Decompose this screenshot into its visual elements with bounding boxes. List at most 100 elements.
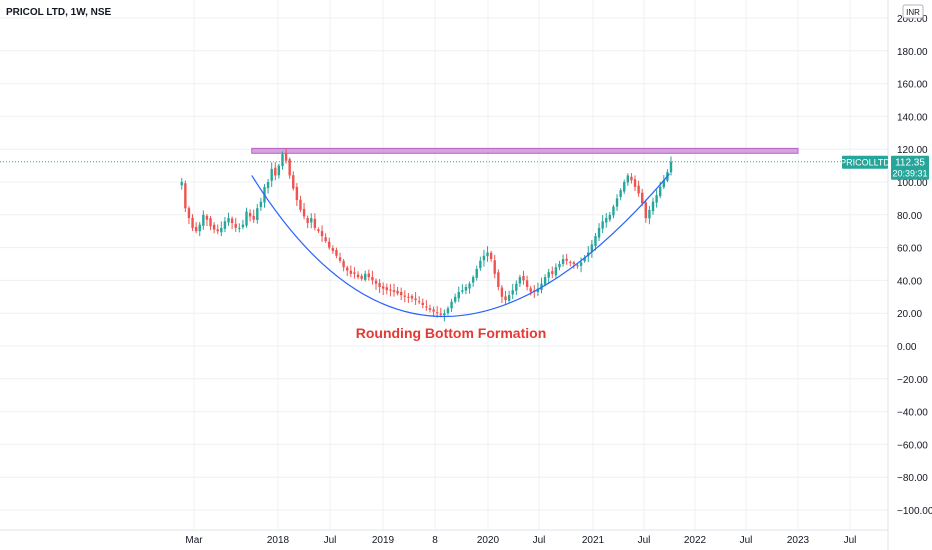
candle-body (410, 296, 414, 299)
candle-body (500, 287, 504, 297)
candle-body (597, 227, 601, 238)
candle-body (669, 161, 673, 173)
candle-body (565, 258, 568, 261)
candle-body (414, 298, 417, 301)
candle-body (320, 231, 324, 237)
candle-body (615, 198, 619, 207)
candle-body (558, 264, 561, 268)
candle-body (479, 260, 482, 269)
candle-body (425, 306, 428, 308)
y-tick-label: 40.00 (897, 276, 922, 287)
candle-body (579, 262, 583, 266)
x-tick-label: 2021 (582, 535, 605, 546)
resistance-zone[interactable] (251, 147, 799, 154)
candle-body (605, 218, 608, 223)
candle-body (335, 249, 338, 256)
y-tick-label: −20.00 (897, 375, 928, 386)
x-tick-label: 2019 (372, 535, 395, 546)
candle-body (594, 236, 597, 246)
candle-body (432, 309, 435, 312)
candle-body (230, 218, 234, 223)
candle-body (385, 287, 389, 291)
x-tick-label: Jul (533, 535, 546, 546)
candle-body (403, 295, 406, 297)
candle-body (475, 268, 478, 278)
price-axis[interactable]: 200.00 180.00 160.00 140.00 120.00 100.00 80.0… (897, 14, 932, 517)
candle-body (302, 208, 306, 217)
candle-body (342, 261, 345, 268)
candle-body (626, 175, 630, 183)
annotation-label[interactable]: Rounding Bottom Formation (356, 325, 547, 341)
candle-body (471, 277, 475, 283)
candle-body (493, 260, 496, 274)
candle-body (468, 283, 471, 289)
candle-body (378, 283, 381, 287)
x-tick-label: 2020 (477, 535, 500, 546)
candle-body (399, 291, 403, 296)
symbol-tag-bg (842, 155, 888, 169)
candle-body (346, 267, 349, 271)
candle-body (641, 192, 644, 204)
x-tick-label: 2018 (267, 535, 290, 546)
candle-body (374, 280, 378, 284)
rounding-bottom-curve[interactable] (251, 173, 670, 317)
candle-body (482, 255, 486, 261)
x-tick-label: 2022 (684, 535, 707, 546)
candle-body (525, 280, 529, 287)
candle-body (648, 209, 651, 219)
price-tag-bg (891, 155, 929, 180)
candle-body (328, 241, 331, 248)
candle-body (184, 183, 187, 209)
candle-body (457, 291, 460, 299)
candle-body (274, 167, 277, 176)
time-axis[interactable]: Mar 2018 Jul 2019 8 2020 Jul 2021 Jul 2022 Jul 2023… (185, 535, 856, 546)
candle-body (633, 179, 637, 187)
candle-body (187, 208, 191, 219)
candle-body (576, 265, 579, 267)
candle-body (198, 224, 201, 232)
candle-body (259, 201, 263, 208)
candle-body (277, 165, 281, 176)
candle-body (572, 262, 576, 264)
candle-body (295, 186, 299, 201)
y-tick-label: 20.00 (897, 309, 922, 320)
candle-body (536, 288, 540, 293)
grid (0, 0, 888, 530)
candle-body (299, 199, 302, 210)
candle-body (421, 302, 424, 305)
candle-body (194, 226, 198, 232)
candle-body (306, 217, 309, 223)
candle-body (450, 301, 453, 309)
y-tick-label: 80.00 (897, 211, 922, 222)
candle-body (583, 257, 586, 262)
x-tick-label: 2023 (787, 535, 810, 546)
y-tick-label: 140.00 (897, 112, 928, 123)
candle-body (284, 153, 288, 161)
candle-body (288, 159, 291, 176)
candle-body (417, 301, 421, 303)
symbol-tag-label: PRICOLLTD (840, 158, 890, 168)
chart-title: PRICOL LTD, 1W, NSE (6, 7, 112, 18)
candle-body (529, 288, 532, 292)
candle-body (389, 289, 392, 291)
candle-body (382, 286, 385, 289)
currency-badge[interactable]: INR (902, 4, 924, 19)
candle-body (464, 286, 468, 291)
candle-body (220, 227, 223, 233)
candle-body (428, 308, 432, 310)
candle-body (281, 154, 284, 167)
candle-body (245, 211, 248, 226)
y-tick-label: 160.00 (897, 80, 928, 91)
candle-body (497, 272, 500, 287)
candle-body (608, 214, 612, 220)
candle-body (227, 218, 230, 223)
price-tag-countdown: 20:39:31 (892, 169, 927, 179)
candle-body (252, 215, 255, 220)
candle-body (205, 215, 209, 220)
x-tick-label: 8 (432, 535, 438, 546)
currency-badge-bg (902, 4, 924, 19)
candle-body (191, 217, 194, 228)
